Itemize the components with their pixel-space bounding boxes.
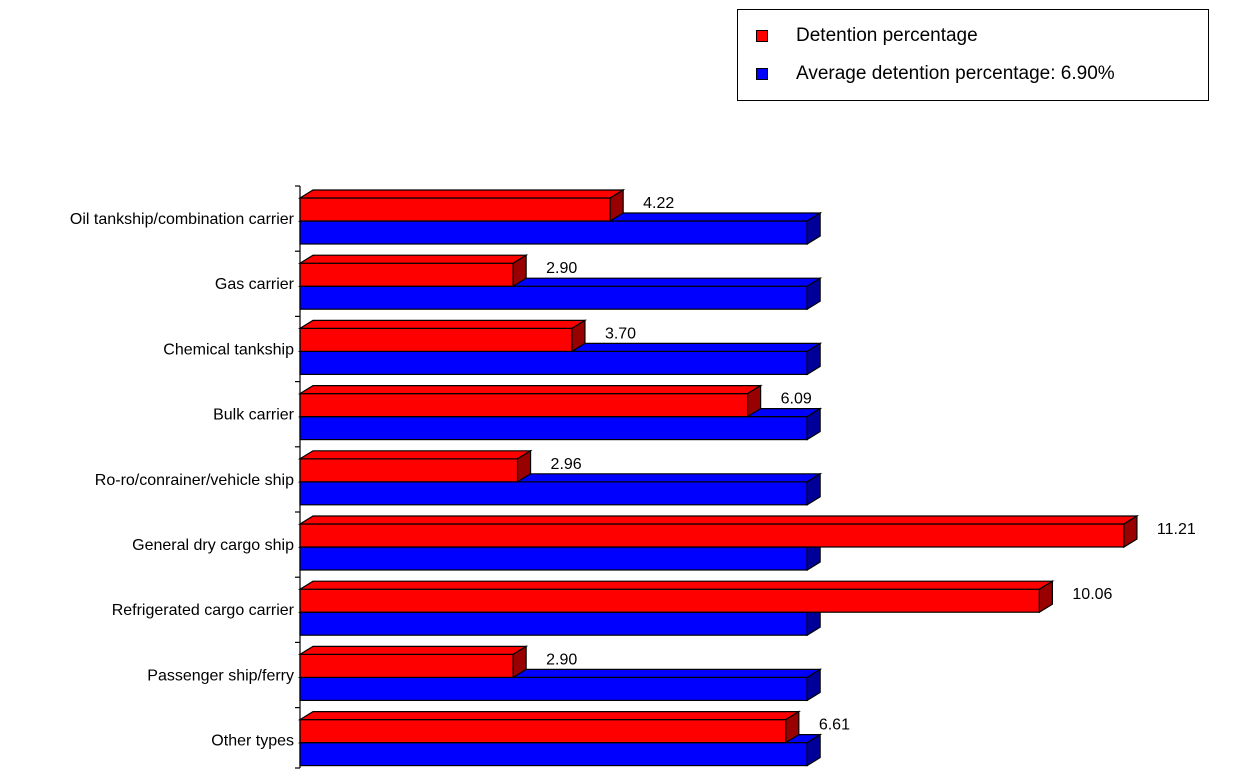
category-label: General dry cargo ship [132,537,294,554]
data-label: 2.96 [551,456,582,473]
bar-detention [297,188,626,223]
data-label: 10.06 [1072,586,1112,603]
category-label: Passenger ship/ferry [147,667,294,684]
bar-detention [297,384,763,418]
bar-detention [297,254,529,288]
category-label: Gas carrier [215,276,295,293]
bar-detention [297,710,801,744]
y-axis [295,185,301,769]
category-label: Oil tankship/combination carrier [70,211,295,228]
data-label: 2.90 [546,260,577,277]
bar-detention [297,645,529,679]
legend-swatch-detention [756,30,768,42]
data-label: 3.70 [605,325,636,342]
legend-swatch-average [756,68,768,80]
bars-layer [297,188,1140,767]
data-label: 2.90 [546,651,577,668]
legend-label-detention: Detention percentage [796,25,978,46]
legend: Detention percentage Average detention p… [737,9,1209,101]
category-label: Other types [211,733,294,750]
bar-detention [297,449,533,483]
legend-item-detention: Detention percentage [756,24,978,48]
category-labels: Oil tankship/combination carrier Gas carr… [70,211,295,750]
category-label: Ro-ro/conrainer/vehicle ship [95,472,294,489]
data-label: 4.22 [643,195,674,212]
bar-detention [297,580,1055,614]
bar-average [297,277,823,311]
bar-detention [297,514,1140,549]
data-labels: 4.22 2.90 3.70 6.09 2.96 11.21 10.06 2.90 6.61 [546,195,1196,734]
legend-label-average: Average detention percentage: 6.90% [796,63,1115,84]
data-label: 6.09 [781,391,812,408]
data-label: 11.21 [1157,521,1196,538]
data-label: 6.61 [819,717,850,734]
bar-detention [297,319,588,353]
category-label: Bulk carrier [213,407,295,424]
legend-item-average: Average detention percentage: 6.90% [756,62,1115,86]
category-label: Chemical tankship [163,341,294,358]
category-label: Refrigerated cargo carrier [112,602,295,619]
